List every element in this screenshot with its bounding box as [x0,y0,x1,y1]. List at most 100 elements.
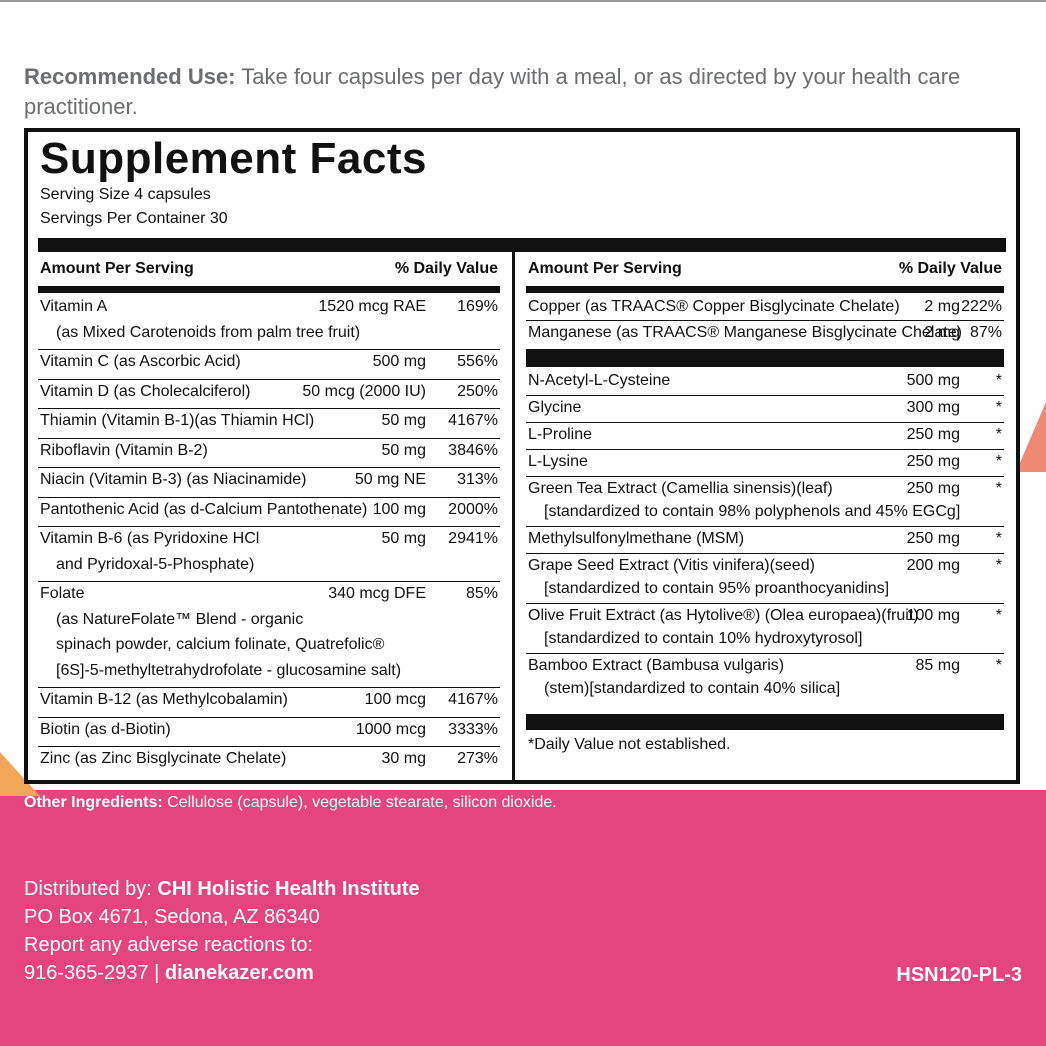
report-line: Report any adverse reactions to: [24,934,314,956]
nutrient-row: Glycine 300 mg * [526,396,1004,423]
product-code: HSN120-PL-3 [896,964,1022,986]
bottom-rule [526,714,1004,730]
recommended-use-text: Take four capsules per day with a meal, … [24,64,961,119]
left-rows: Vitamin A 1520 mcg RAE 169% (as Mixed Carot… [38,295,500,777]
nutrient-name: Vitamin C (as Ascorbic Acid) [40,353,241,370]
nutrient-row: Pantothenic Acid (as d-Calcium Pantothen… [38,498,500,527]
header-rule [38,286,500,293]
nutrient-daily-value: 313% [457,471,498,488]
amount-per-serving-header: Amount Per Serving [40,260,194,277]
right-rows: N-Acetyl-L-Cysteine 500 mg * Glycine 300 mg *… [526,369,1004,704]
nutrient-amount: 50 mg [381,412,426,429]
right-top-rows: Copper (as TRAACS® Copper Bisglycinate C… [526,295,1004,347]
daily-value-header: % Daily Value [898,260,1002,277]
nutrient-detail: (stem)[standardized to contain 40% silic… [544,680,841,697]
nutrient-amount: 250 mg [906,480,960,497]
nutrient-amount: 50 mcg (2000 IU) [302,382,426,400]
nutrient-name: L-Proline [528,426,593,443]
nutrient-amount: 2 mg [924,324,960,341]
nutrient-row: L-Lysine 250 mg * [526,450,1004,477]
nutrient-amount: 250 mg [906,530,960,547]
top-rule [0,0,1046,2]
nutrient-detail: [6S]-5-methyltetrahydrofolate - glucosam… [56,661,402,679]
nutrient-daily-value: * [995,657,1002,674]
nutrient-name: Riboflavin (Vitamin B-2) [40,441,208,459]
other-ingredients: Other Ingredients: Cellulose (capsule), … [24,794,557,812]
heavy-rule [38,238,1006,252]
nutrient-name: Zinc (as Zinc Bisglycinate Chelate) [40,750,287,767]
nutrient-amount: 300 mg [906,399,960,416]
nutrient-name: Vitamin B-12 (as Methylcobalamin) [40,691,288,708]
nutrient-row: Riboflavin (Vitamin B-2) 50 mg 3846% [38,439,500,468]
supplement-facts-panel: Supplement Facts Serving Size 4 capsules… [24,128,1020,784]
nutrient-daily-value: * [995,426,1002,443]
distributor-name: CHI Holistic Health Institute [157,878,420,900]
nutrient-detail: spinach powder, calcium folinate, Quatre… [56,636,385,653]
nutrient-daily-value: * [995,530,1002,547]
nutrient-row: Niacin (Vitamin B-3) (as Niacinamide) 50 … [38,468,500,498]
nutrient-daily-value: * [995,557,1002,574]
nutrient-daily-value: 2000% [448,500,498,518]
nutrient-amount: 500 mg [906,372,960,389]
nutrient-name: Olive Fruit Extract (as Hytolive®) (Olea… [528,607,919,624]
nutrient-row: Biotin (as d-Biotin) 1000 mcg 3333% [38,718,500,747]
nutrient-name: Glycine [528,399,582,416]
nutrient-detail: [standardized to contain 98% polyphenols… [544,503,961,520]
contact-line: 916-365-2937 | dianekazer.com [24,962,314,985]
nutrient-amount: 100 mg [372,500,426,518]
header-rule [526,286,1004,293]
left-header: Amount Per Serving % Daily Value [38,252,500,286]
nutrient-row: Zinc (as Zinc Bisglycinate Chelate) 30 mg… [38,747,500,777]
nutrient-detail: [standardized to contain 10% hydroxytyro… [544,630,863,647]
amount-per-serving-header: Amount Per Serving [528,260,682,277]
nutrient-daily-value: 169% [457,298,498,315]
nutrient-daily-value: 87% [969,324,1002,341]
nutrient-row: N-Acetyl-L-Cysteine 500 mg * [526,369,1004,396]
nutrient-name: Vitamin D (as Cholecalciferol) [40,382,251,400]
nutrient-amount: 30 mg [381,750,426,767]
nutrient-row: Vitamin B-12 (as Methylcobalamin) 100 mcg… [38,688,500,718]
servings-per-container: Servings Per Container 30 [40,210,228,227]
nutrient-row: Grape Seed Extract (Vitis vinifera)(seed… [526,554,1004,604]
nutrient-detail: (as NatureFolate™ Blend - organic [56,610,304,628]
panel-title: Supplement Facts [40,134,427,183]
nutrient-row: Vitamin D (as Cholecalciferol) 50 mcg (20… [38,380,500,409]
nutrient-amount: 85 mg [915,657,960,674]
nutrient-detail: (as Mixed Carotenoids from palm tree fru… [56,323,361,341]
website-link[interactable]: dianekazer.com [164,962,314,984]
nutrient-detail: and Pyridoxal-5-Phosphate) [56,555,255,573]
nutrient-detail: [standardized to contain 95% proanthocya… [544,580,890,597]
nutrient-amount: 1520 mcg RAE [318,298,426,315]
nutrient-name: Vitamin A [40,298,108,315]
nutrient-row: Folate 340 mcg DFE 85% (as NatureFolate™ Bl… [38,582,500,688]
serving-size: Serving Size 4 capsules [40,186,211,203]
nutrient-amount: 50 mg NE [354,471,426,488]
nutrient-row: Methylsulfonylmethane (MSM) 250 mg * [526,527,1004,554]
nutrient-name: Folate [40,585,85,602]
nutrient-name: Grape Seed Extract (Vitis vinifera)(seed… [528,557,815,574]
phone-number: 916-365-2937 | [24,962,165,984]
nutrient-name: Niacin (Vitamin B-3) (as Niacinamide) [40,471,307,488]
nutrient-amount: 340 mcg DFE [328,585,426,602]
distributor-address: PO Box 4671, Sedona, AZ 86340 [24,906,320,928]
nutrient-amount: 250 mg [906,426,960,443]
nutrient-daily-value: * [995,480,1002,497]
nutrient-daily-value: 4167% [448,412,498,429]
nutrient-daily-value: 222% [961,298,1002,315]
nutrient-name: N-Acetyl-L-Cysteine [528,372,671,389]
nutrient-row: Vitamin C (as Ascorbic Acid) 500 mg 556% [38,350,500,380]
right-column: Amount Per Serving % Daily Value Copper … [526,252,1004,754]
nutrient-row: Thiamin (Vitamin B-1)(as Thiamin HCl) 50 … [38,409,500,439]
right-header: Amount Per Serving % Daily Value [526,252,1004,286]
nutrient-row: Manganese (as TRAACS® Manganese Bisglyci… [526,321,1004,347]
distributor-line: Distributed by: CHI Holistic Health Inst… [24,878,420,901]
recommended-use-label: Recommended Use: [24,64,236,89]
distributor-label: Distributed by: [24,878,158,900]
nutrient-row: Olive Fruit Extract (as Hytolive®) (Olea… [526,604,1004,654]
nutrient-daily-value: 273% [457,750,498,767]
nutrient-daily-value: 3333% [448,720,498,738]
nutrient-amount: 100 mcg [364,691,426,708]
nutrient-amount: 500 mg [372,353,426,370]
other-ingredients-text: Cellulose (capsule), vegetable stearate,… [162,794,557,811]
orange-accent-right [1016,402,1046,472]
